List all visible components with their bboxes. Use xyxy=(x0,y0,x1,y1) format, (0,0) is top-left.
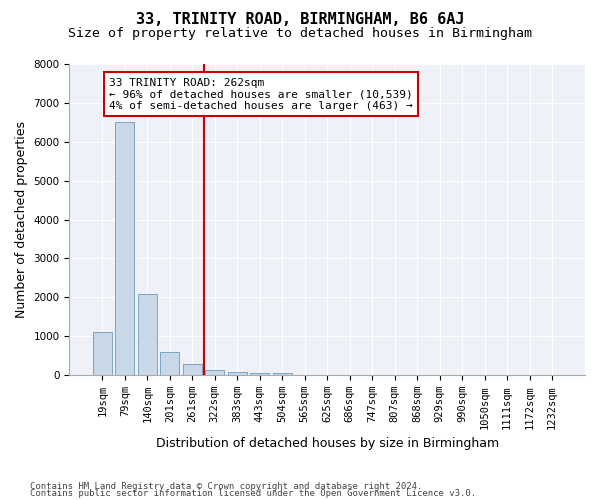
Bar xyxy=(138,294,157,375)
Bar xyxy=(183,364,202,375)
Bar xyxy=(93,332,112,375)
Text: Size of property relative to detached houses in Birmingham: Size of property relative to detached ho… xyxy=(68,28,532,40)
Bar xyxy=(272,373,292,375)
X-axis label: Distribution of detached houses by size in Birmingham: Distribution of detached houses by size … xyxy=(155,437,499,450)
Bar xyxy=(250,373,269,375)
Text: Contains public sector information licensed under the Open Government Licence v3: Contains public sector information licen… xyxy=(30,490,476,498)
Text: Contains HM Land Registry data © Crown copyright and database right 2024.: Contains HM Land Registry data © Crown c… xyxy=(30,482,422,491)
Bar xyxy=(160,352,179,375)
Bar xyxy=(115,122,134,375)
Bar xyxy=(228,372,247,375)
Bar xyxy=(205,370,224,375)
Text: 33, TRINITY ROAD, BIRMINGHAM, B6 6AJ: 33, TRINITY ROAD, BIRMINGHAM, B6 6AJ xyxy=(136,12,464,28)
Y-axis label: Number of detached properties: Number of detached properties xyxy=(15,121,28,318)
Text: 33 TRINITY ROAD: 262sqm
← 96% of detached houses are smaller (10,539)
4% of semi: 33 TRINITY ROAD: 262sqm ← 96% of detache… xyxy=(109,78,413,111)
